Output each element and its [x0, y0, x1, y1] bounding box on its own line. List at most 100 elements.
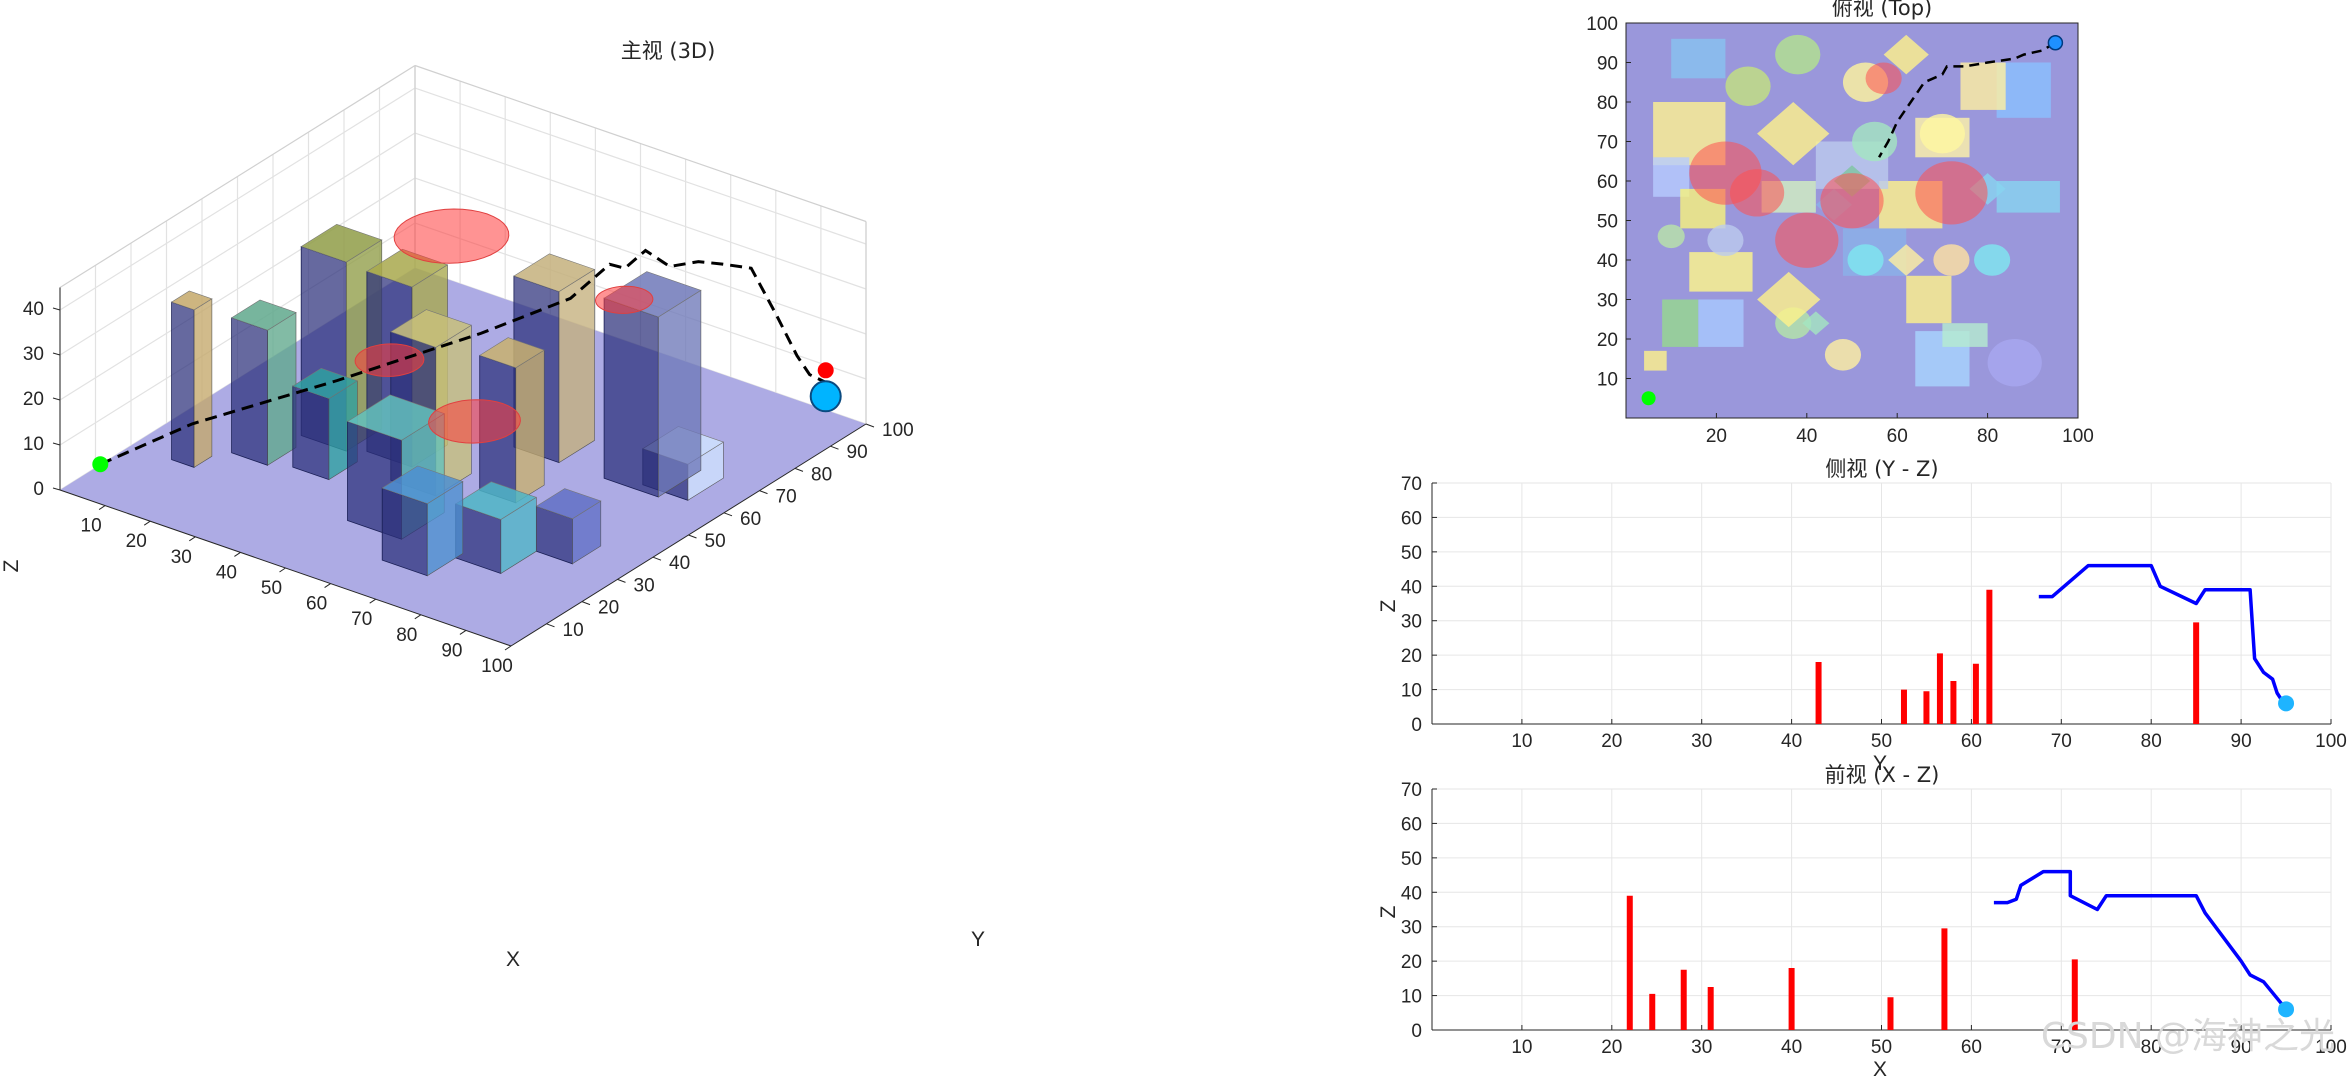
- main-3d-title: 主视 (3D): [621, 39, 716, 63]
- obstacle-circle: [1657, 224, 1685, 249]
- obstacle-face-side: [558, 268, 595, 464]
- obstacle-face-top: [455, 481, 537, 520]
- y-tick-label: 40: [669, 553, 690, 574]
- main-3d-threats: [354, 208, 654, 444]
- obstacle-diamond: [1888, 244, 1925, 276]
- y-tick-label: 90: [847, 442, 868, 463]
- start-marker: [1641, 391, 1656, 406]
- front-view-ylabel: Z: [1377, 905, 1400, 918]
- y-tick-label: 70: [776, 487, 797, 508]
- threat-zone: [1915, 161, 1988, 225]
- obstacle-rect: [1960, 62, 2006, 110]
- y-tick-label: 40: [1401, 577, 1422, 598]
- y-tick-label: 90: [1597, 54, 1618, 75]
- x-tick-label: 40: [1796, 426, 1817, 447]
- obstacle: [381, 465, 464, 577]
- obstacle-rect: [1644, 350, 1667, 371]
- x-tick-label: 60: [1961, 731, 1982, 752]
- main-3d-ticks: 1020304050607080901001020304050607080901…: [23, 287, 914, 677]
- x-tick-label: 10: [1511, 731, 1532, 752]
- y-tick-label: 50: [1401, 543, 1422, 564]
- obstacle-face-top: [390, 309, 472, 348]
- y-tick-label: 50: [1401, 849, 1422, 870]
- grid-line: [59, 87, 867, 311]
- threat-zone: [354, 343, 425, 377]
- y-tick-label: 50: [1597, 212, 1618, 233]
- x-tick-label: 100: [481, 656, 513, 677]
- y-tick-label: 0: [1411, 1021, 1422, 1042]
- x-tick-label: 100: [2315, 1037, 2347, 1058]
- y-tick-mark: [794, 467, 804, 472]
- obstacle-rect: [1689, 252, 1753, 292]
- z-tick-mark: [52, 307, 61, 311]
- side-view-xlabel: Y: [1873, 752, 1887, 775]
- obstacle-face-side: [657, 289, 702, 498]
- x-tick-label: 40: [1781, 1037, 1802, 1058]
- threat-zone: [393, 208, 510, 264]
- side-view-title: 侧视 (Y - Z): [1825, 457, 1938, 481]
- x-tick-mark: [279, 567, 286, 573]
- z-tick-mark: [52, 442, 61, 446]
- x-tick-mark: [504, 645, 512, 651]
- top-view-title: 俯视 (Top): [1832, 0, 1933, 20]
- y-tick-label: 40: [1401, 883, 1422, 904]
- obstacle-face-top: [170, 290, 213, 311]
- x-tick-label: 80: [2141, 1037, 2162, 1058]
- x-tick-label: 100: [2315, 731, 2347, 752]
- x-tick-label: 10: [81, 516, 102, 537]
- x-tick-mark: [143, 520, 151, 526]
- obstacle-face-side: [267, 311, 297, 466]
- obstacle-face-front: [171, 301, 195, 468]
- obstacle-face-top: [479, 337, 545, 369]
- y-tick-mark: [652, 556, 662, 561]
- y-tick-label: 70: [1401, 780, 1422, 801]
- main-3d-ylabel: Y: [971, 928, 985, 951]
- main-3d-panel: 主视 (3D) 10203040506070809010010203040506…: [0, 39, 985, 971]
- y-tick-label: 100: [1586, 14, 1618, 35]
- threat-zone: [594, 285, 654, 314]
- obstacle-face-top: [513, 253, 596, 292]
- x-tick-label: 50: [261, 578, 282, 599]
- y-axis-line: [510, 423, 867, 647]
- x-tick-mark: [189, 536, 196, 542]
- x-tick-label: 40: [1781, 731, 1802, 752]
- front-view-xlabel: X: [1873, 1058, 1887, 1078]
- threat-zone: [1820, 173, 1884, 229]
- front-view-panel: 前视 (X - Z) 10 20 30 40 50 60 70 80 90 100 0 10 20 30 4…: [1377, 763, 2347, 1078]
- x-tick-label: 40: [216, 562, 237, 583]
- y-tick-label: 60: [740, 509, 761, 530]
- obstacle-circle: [1824, 339, 1862, 371]
- obstacle-diamond: [1883, 34, 1929, 75]
- x-tick-label: 30: [171, 547, 192, 568]
- y-tick-mark: [688, 534, 697, 539]
- y-tick-label: 40: [1597, 251, 1618, 272]
- obstacle-rect: [1662, 299, 1699, 347]
- x-tick-label: 20: [1601, 1037, 1622, 1058]
- start-marker: [92, 456, 109, 473]
- x-tick-mark: [324, 583, 331, 589]
- goal-marker: [817, 362, 834, 379]
- x-tick-label: 20: [1601, 731, 1622, 752]
- y-tick-label: 60: [1401, 508, 1422, 529]
- x-tick-label: 60: [1961, 1037, 1982, 1058]
- obstacle-rect: [1942, 323, 1988, 347]
- x-tick-label: 90: [2231, 731, 2252, 752]
- y-tick-label: 20: [1401, 952, 1422, 973]
- obstacle-diamond: [1802, 311, 1830, 336]
- obstacle-rect: [1671, 38, 1726, 79]
- obstacle-face-top: [535, 488, 602, 520]
- y-tick-label: 60: [1401, 814, 1422, 835]
- y-tick-mark: [546, 623, 555, 628]
- obstacle: [535, 488, 602, 565]
- box-edge: [414, 64, 867, 223]
- y-tick-label: 0: [1411, 715, 1422, 736]
- x-tick-label: 70: [2051, 731, 2072, 752]
- y-tick-label: 70: [1597, 133, 1618, 154]
- obstacle-face-top: [230, 299, 297, 331]
- z-tick-label: 0: [33, 479, 44, 500]
- goal-sphere: [809, 380, 842, 413]
- obstacle: [230, 299, 297, 466]
- obstacle-rect: [1906, 275, 1952, 324]
- box-edge: [59, 64, 416, 289]
- front-view-title: 前视 (X - Z): [1825, 763, 1940, 787]
